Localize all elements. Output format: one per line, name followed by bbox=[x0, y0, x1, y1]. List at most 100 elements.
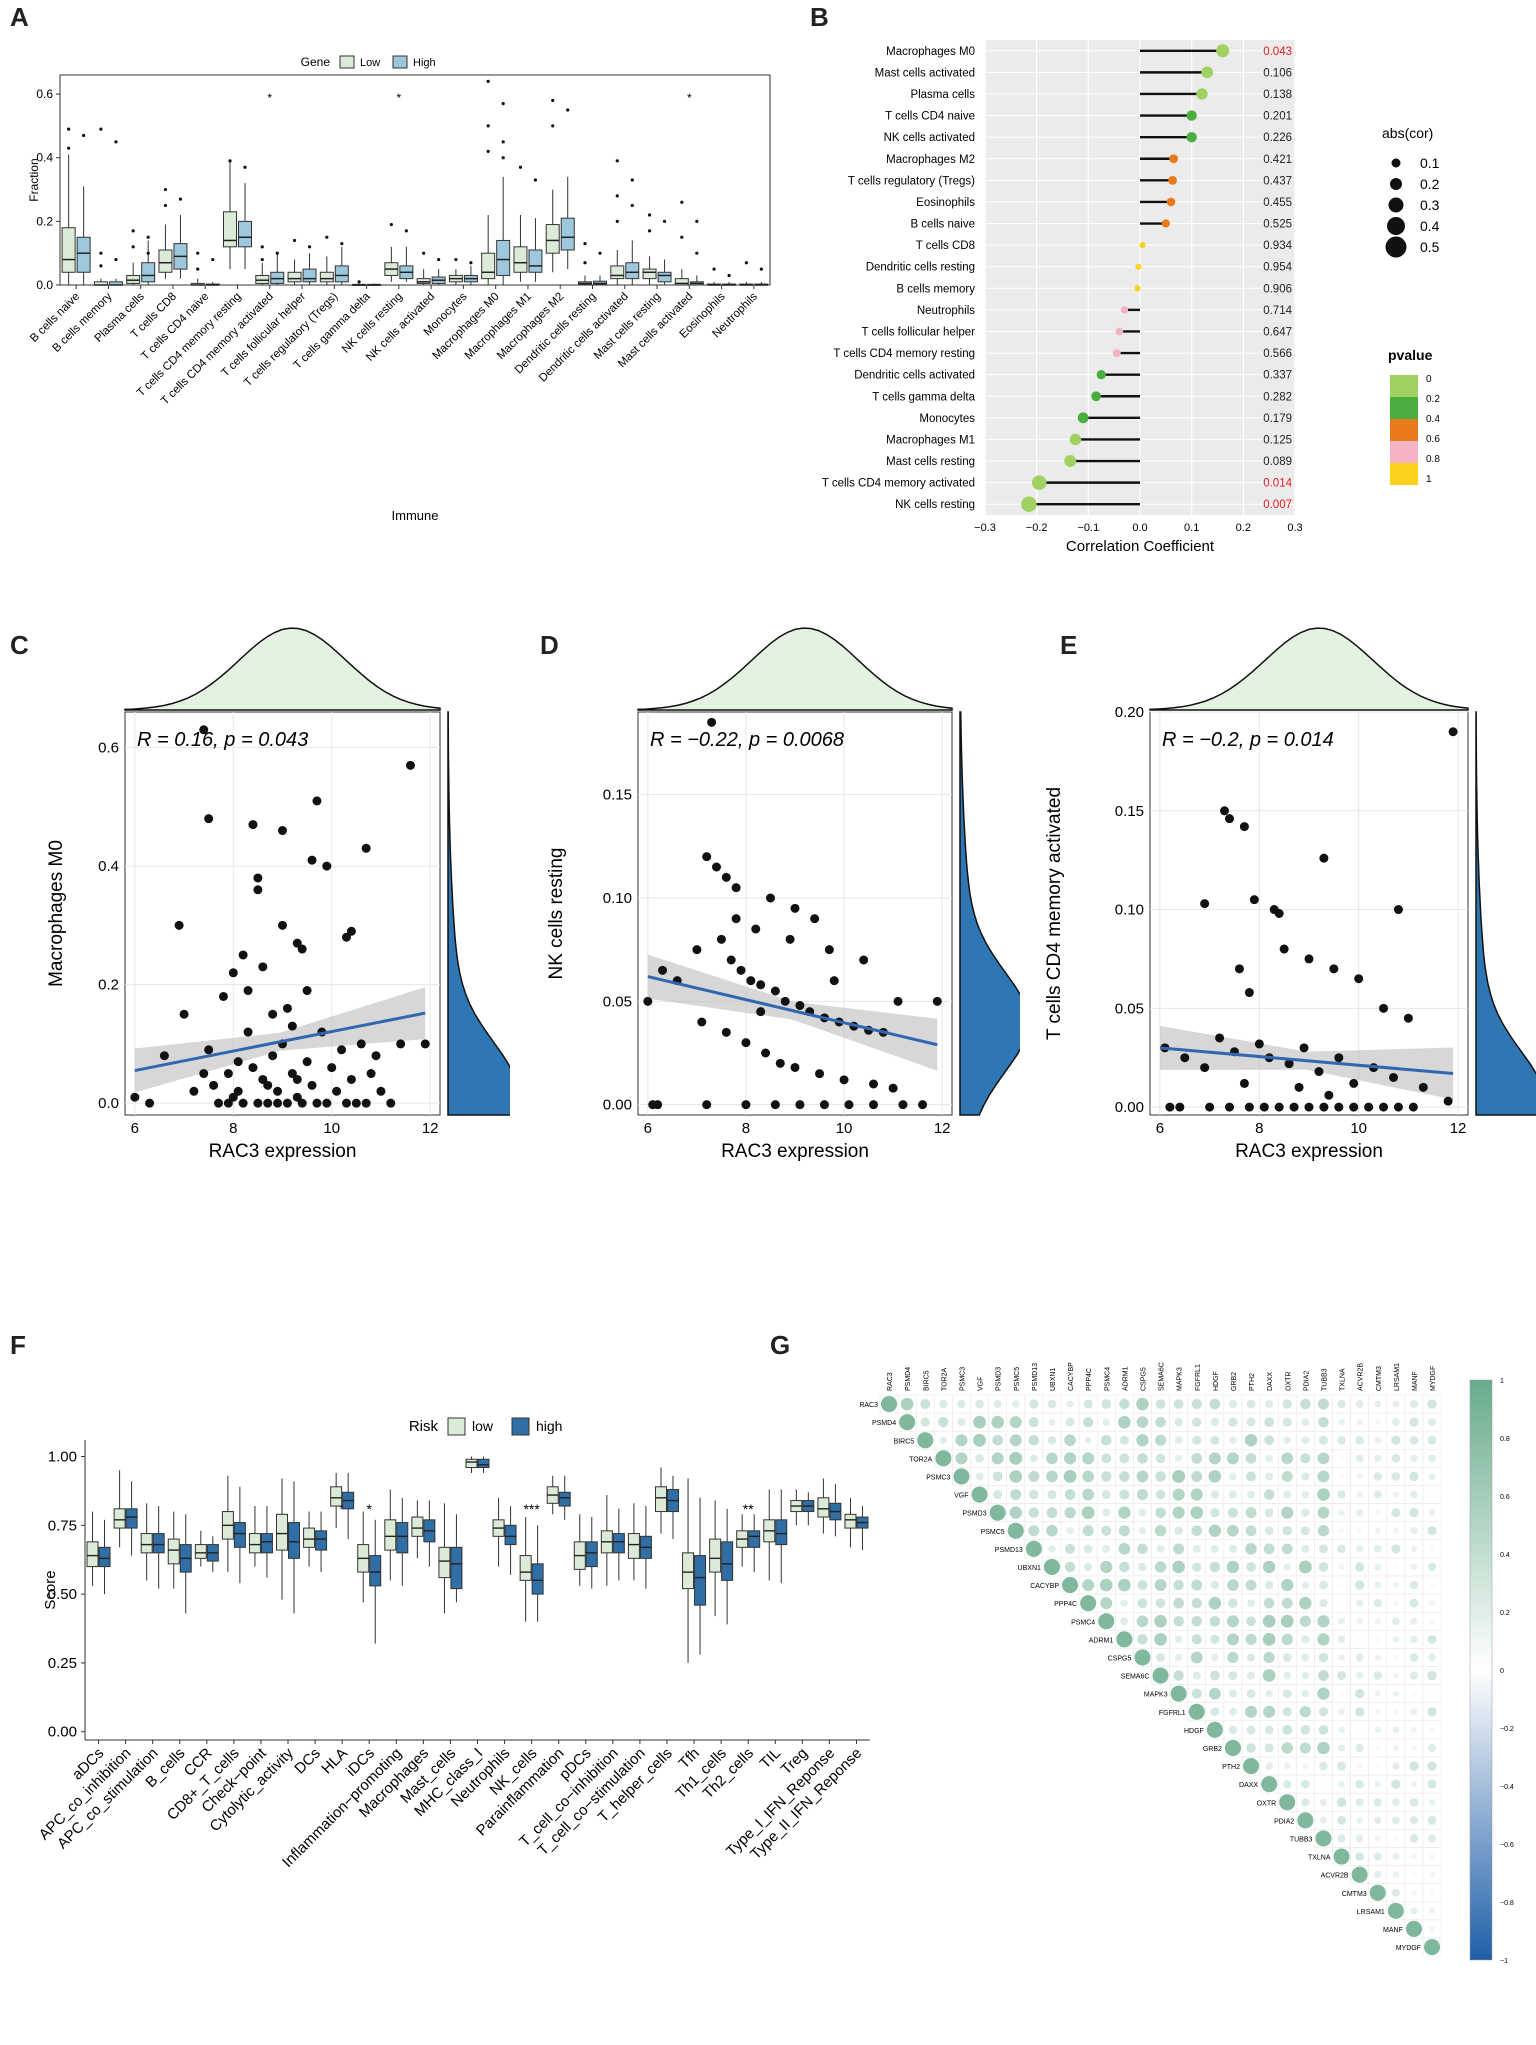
scatter-point bbox=[1324, 1091, 1333, 1100]
scatter-point bbox=[229, 968, 238, 977]
heatmap-dot bbox=[1264, 1435, 1274, 1445]
heatmap-dot bbox=[1173, 1507, 1185, 1519]
heatmap-dot bbox=[1317, 1742, 1330, 1755]
heatmap-dot bbox=[1118, 1416, 1131, 1429]
heatmap-dot bbox=[1411, 1745, 1416, 1750]
heatmap-dot bbox=[1029, 1507, 1039, 1517]
heatmap-dot bbox=[1265, 1690, 1272, 1697]
scatter-point bbox=[263, 1099, 272, 1108]
panel-b: B −0.3 −0.2 −0.1 0.0 0.1 0.2 0.3 Correlation Co… bbox=[790, 0, 1536, 560]
heatmap-dot bbox=[1229, 1708, 1237, 1716]
heatmap-dot bbox=[1246, 1453, 1257, 1464]
heatmap-dot bbox=[1410, 1618, 1417, 1625]
heatmap-dot bbox=[1412, 1692, 1416, 1696]
heatmap-dot bbox=[1315, 1830, 1331, 1846]
heatmap-dot bbox=[1357, 1763, 1362, 1768]
scatter-point bbox=[791, 1063, 800, 1072]
scatter-point bbox=[1245, 988, 1254, 997]
heatmap-dot bbox=[1374, 1491, 1382, 1499]
heatmap-dot bbox=[1246, 1562, 1256, 1572]
scatter-point bbox=[1329, 964, 1338, 973]
heatmap-dot bbox=[1283, 1526, 1292, 1535]
heatmap-dot bbox=[1283, 1689, 1292, 1698]
box-high bbox=[289, 1523, 300, 1559]
box-high bbox=[77, 237, 90, 272]
correlation-annotation: R = −0.22, p = 0.0068 bbox=[650, 729, 844, 751]
heatmap-col-label: PTH2 bbox=[1249, 1373, 1256, 1391]
heatmap-dot bbox=[1028, 1471, 1039, 1482]
scatter-point bbox=[347, 1075, 356, 1084]
heatmap-dot bbox=[1265, 1725, 1274, 1734]
heatmap-dot bbox=[1429, 1799, 1435, 1805]
scatter-point bbox=[1235, 964, 1244, 973]
heatmap-dot bbox=[1355, 1580, 1364, 1589]
scatter-point bbox=[268, 1010, 277, 1019]
heatmap-dot bbox=[1010, 1489, 1021, 1500]
heatmap-dot bbox=[1228, 1508, 1238, 1518]
heatmap-dot bbox=[1428, 1418, 1436, 1426]
heatmap-dot bbox=[1301, 1508, 1309, 1516]
heatmap-dot bbox=[1247, 1400, 1256, 1409]
heatmap-dot bbox=[1283, 1672, 1291, 1680]
outlier-point bbox=[147, 236, 150, 239]
heatmap-row-label: SEMA6C bbox=[1121, 1674, 1150, 1681]
x-tick-label: 8 bbox=[229, 1120, 237, 1137]
scatter-point bbox=[658, 966, 667, 975]
scatter-point bbox=[1220, 806, 1229, 815]
heatmap-dot bbox=[1229, 1473, 1237, 1481]
heatmap-dot bbox=[1065, 1544, 1075, 1554]
heatmap-dot bbox=[1082, 1489, 1094, 1501]
box-high bbox=[722, 1542, 733, 1581]
heatmap-dot bbox=[1065, 1489, 1076, 1500]
y-tick-label: 0.6 bbox=[98, 740, 119, 757]
outlier-point bbox=[695, 220, 698, 223]
heatmap-dot bbox=[1246, 1616, 1256, 1626]
box-high bbox=[586, 1542, 597, 1567]
heatmap-col-label: MYDGF bbox=[1430, 1366, 1437, 1391]
outlier-point bbox=[695, 252, 698, 255]
heatmap-dot bbox=[1229, 1726, 1237, 1734]
box-low bbox=[412, 1517, 423, 1536]
outlier-point bbox=[67, 127, 70, 130]
heatmap-row-label: BIRC5 bbox=[894, 1438, 915, 1445]
heatmap-dot bbox=[1337, 1797, 1347, 1807]
outlier-point bbox=[437, 258, 440, 261]
category-label: Plasma cells bbox=[910, 89, 975, 101]
heatmap-dot bbox=[1297, 1812, 1313, 1828]
heatmap-dot bbox=[991, 1416, 1004, 1429]
heatmap-dot bbox=[1392, 1401, 1399, 1408]
scatter-point bbox=[746, 976, 755, 985]
heatmap-dot bbox=[1156, 1598, 1166, 1608]
heatmap-dot bbox=[938, 1417, 948, 1427]
heatmap-dot bbox=[1410, 1636, 1417, 1643]
heatmap-dot bbox=[1192, 1689, 1202, 1699]
x-tick-label: 10 bbox=[1350, 1120, 1367, 1137]
heatmap-dot bbox=[1046, 1471, 1058, 1483]
scatter-point bbox=[1394, 1103, 1403, 1112]
box-high bbox=[559, 1492, 570, 1506]
scatter-point bbox=[224, 1069, 233, 1078]
heatmap-dot bbox=[1030, 1454, 1038, 1462]
heatmap-dot bbox=[1393, 1673, 1399, 1679]
heatmap-dot bbox=[1427, 1671, 1436, 1680]
heatmap-dot bbox=[1102, 1545, 1110, 1553]
heatmap-row-label: PSMC4 bbox=[1071, 1619, 1095, 1626]
outlier-point bbox=[469, 261, 472, 264]
heatmap-dot bbox=[1175, 1654, 1182, 1661]
box-low bbox=[546, 225, 559, 254]
heatmap-dot bbox=[1064, 1470, 1077, 1483]
category-label: Dendritic cells activated bbox=[854, 370, 975, 382]
scatter-point bbox=[771, 987, 780, 996]
color-legend-swatch bbox=[1390, 419, 1418, 441]
lollipop-dot bbox=[1064, 455, 1076, 467]
box-high bbox=[335, 266, 348, 282]
heatmap-dot bbox=[1210, 1707, 1219, 1716]
category-label: T cells CD4 naive bbox=[885, 111, 975, 123]
outlier-point bbox=[261, 245, 264, 248]
heatmap-dot bbox=[1428, 1455, 1436, 1463]
heatmap-dot bbox=[1427, 1399, 1436, 1408]
box-high bbox=[397, 1523, 408, 1553]
size-legend-label: 0.2 bbox=[1420, 176, 1440, 192]
pvalue-label: 0.437 bbox=[1263, 175, 1292, 187]
legend-title: Risk bbox=[409, 1418, 439, 1435]
